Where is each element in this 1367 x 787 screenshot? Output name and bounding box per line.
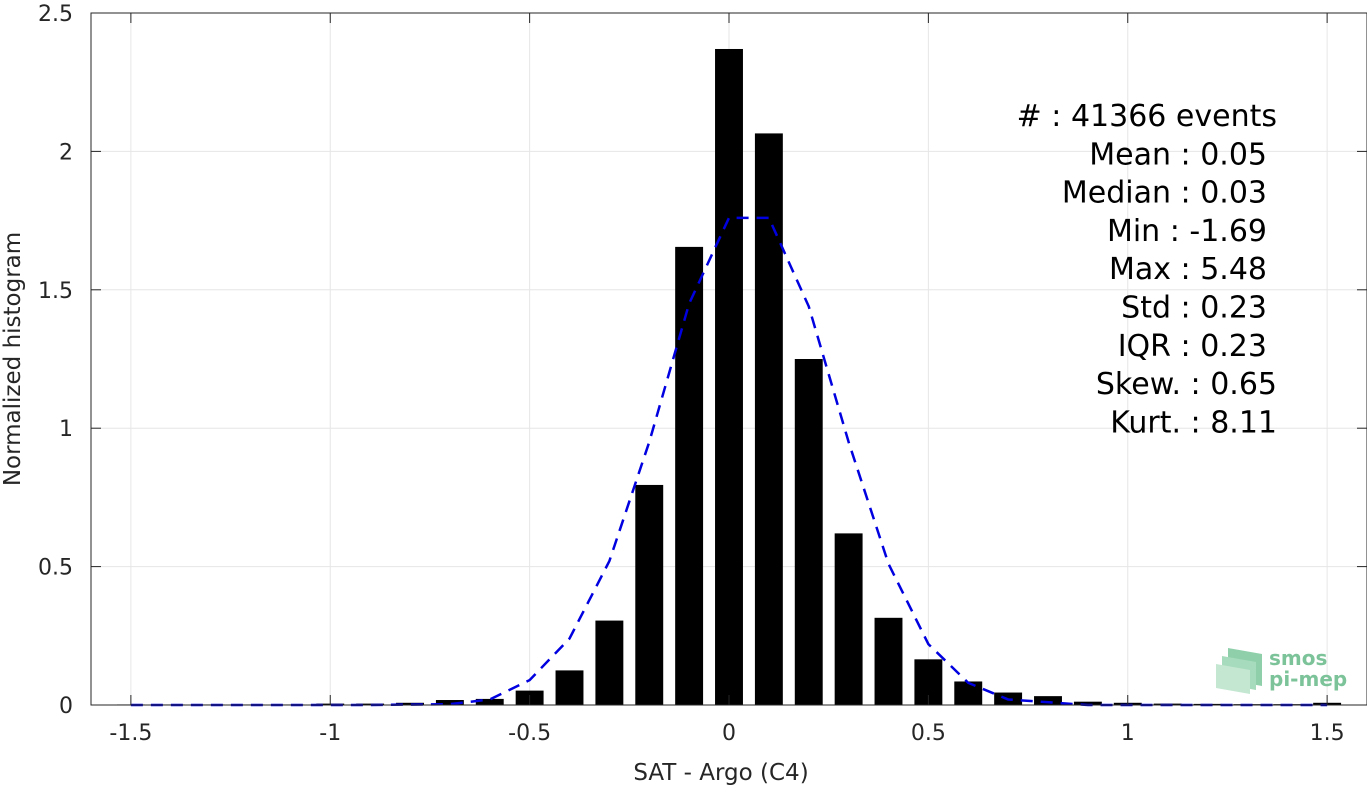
histogram-bar [834,533,863,705]
x-tick-label: -1 [319,721,341,746]
histogram-bar [555,670,584,705]
stat-line: Skew. : 0.65 [1096,367,1277,402]
stat-line: Min : -1.69 [1107,214,1267,249]
stat-line: Mean : 0.05 [1089,137,1267,172]
x-tick-label: -0.5 [508,721,551,746]
logo-text-smos: smos [1269,646,1327,670]
histogram-bar [794,359,823,705]
stat-line: Std : 0.23 [1121,291,1267,326]
stat-line: IQR : 0.23 [1118,329,1267,364]
x-tick-label: 1 [1121,721,1135,746]
logo-layer-3 [1216,664,1250,694]
x-tick-label: 1.5 [1310,721,1345,746]
x-tick-label: 0 [722,721,736,746]
x-tick-label: 0.5 [911,721,946,746]
stat-line: Median : 0.03 [1062,176,1267,211]
histogram-bar [874,617,903,705]
smos-pi-mep-logo: smos pi-mep [1216,646,1347,694]
stat-line: Max : 5.48 [1109,252,1267,287]
stat-line: Kurt. : 8.11 [1110,405,1277,440]
y-tick-label: 1 [59,417,73,442]
logo-text-pimep: pi-mep [1269,667,1347,691]
histogram-bar [1034,696,1062,705]
y-tick-label: 2.5 [38,2,73,27]
x-tick-labels: -1.5 -1 -0.5 0 0.5 1 1.5 [109,721,1344,746]
histogram-bar [396,702,424,705]
y-tick-label: 0 [59,694,73,719]
histogram-bar [754,133,783,705]
histogram-bar [635,484,664,705]
histogram-bar [595,620,624,705]
x-axis-label: SAT - Argo (C4) [633,760,808,786]
histogram-bar [435,700,464,705]
y-tick-labels: 0 0.5 1 1.5 2 2.5 [38,2,73,719]
histogram-bars [116,48,1342,705]
y-tick-label: 1.5 [38,279,73,304]
stat-line: # : 41366 events [1017,99,1277,134]
histogram-bar [475,698,504,705]
histogram-bar [715,48,743,705]
y-tick-label: 0.5 [38,556,73,581]
histogram-bar [1073,701,1102,705]
histogram-bar [954,681,983,705]
histogram-bar [356,703,385,705]
x-tick-label: -1.5 [109,721,152,746]
y-axis-label: Normalized histogram [0,232,26,486]
axes-frame [90,12,1367,706]
histogram-bar [675,246,704,705]
y-tick-label: 2 [59,140,73,165]
